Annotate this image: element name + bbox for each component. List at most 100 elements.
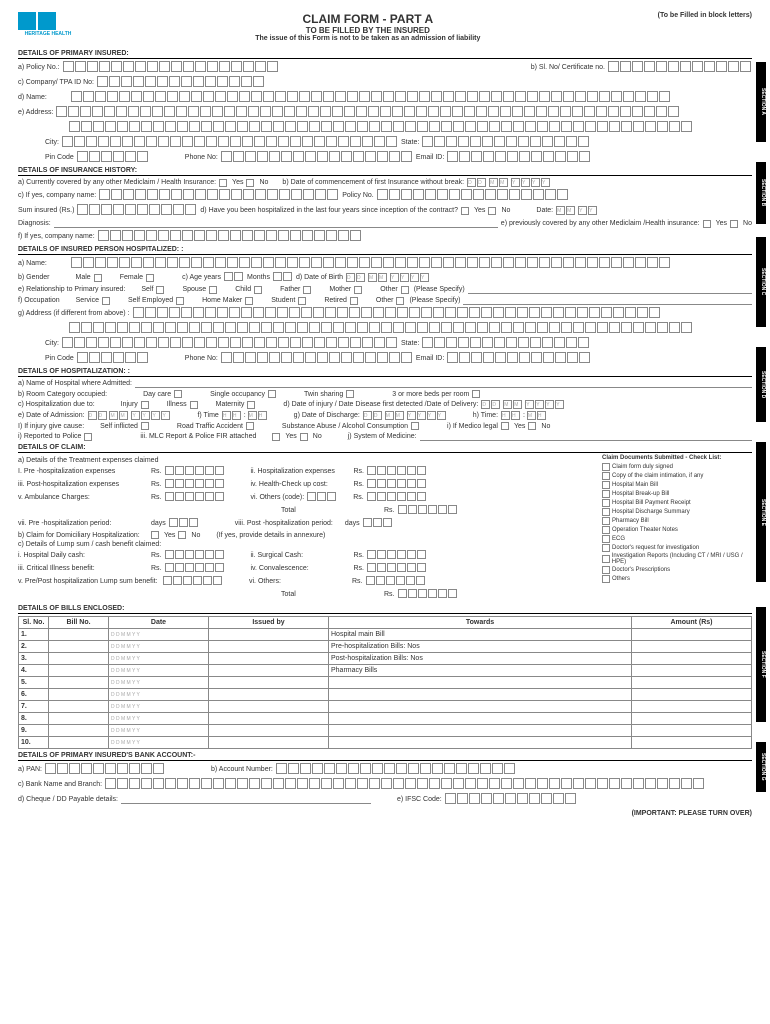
table-row: 1.D D M M Y YHospital main Bill [19,629,752,641]
turn-over-note: (IMPORTANT: PLEASE TURN OVER) [18,810,752,817]
company-boxes[interactable] [97,76,265,89]
insured-name-boxes[interactable] [71,257,671,270]
section-d-header: DETAILS OF HOSPITALIZATION: : [18,368,752,377]
no-checkbox[interactable] [246,179,254,187]
treatment-expenses-label: a) Details of the Treatment expenses cla… [18,457,158,464]
table-row: 3.D D M M Y YPost-hospitalization Bills:… [19,653,752,665]
section-e-tab: SECTION E [756,442,766,582]
address-boxes-2[interactable] [69,121,693,134]
cert-label: b) Sl. No/ Certificate no. [531,64,605,71]
checklist-checkbox[interactable] [602,566,610,574]
checklist-checkbox[interactable] [602,463,610,471]
gender-label: b) Gender [18,274,50,281]
bills-table: Sl. No.Bill No.DateIssued byTowardsAmoun… [18,616,752,749]
relationship-label: e) Relationship to Primary insured: [18,286,125,293]
section-c-tab: SECTION C [756,237,766,327]
policy2-boxes[interactable] [377,189,569,202]
checklist-header: Claim Documents Submitted - Check List: [602,455,752,461]
section-d-tab: SECTION D [756,347,766,422]
prev-covered-label: e) previously covered by any other Medic… [501,220,700,227]
phone-label: Phone No: [185,154,218,161]
policy-boxes[interactable] [63,61,279,74]
date2-boxes[interactable]: MM YY [556,206,598,215]
form-note: The issue of this Form is not to be take… [78,35,658,42]
prev-company-label: f) If yes, company name: [18,233,95,240]
checklist-checkbox[interactable] [602,555,610,563]
room-category-label: b) Room Category occupied: [18,391,107,398]
section-b-header: DETAILS OF INSURANCE HISTORY: [18,167,752,176]
phone-boxes[interactable] [221,151,413,164]
occupation-label: f) Occupation [18,297,60,304]
pin-boxes[interactable] [77,151,149,164]
email-label: Email ID: [416,154,444,161]
other-insurance-label: a) Currently covered by any other Medicl… [18,179,216,186]
hospitalized-label: d) Have you been hospitalized in the las… [200,207,458,214]
cname-boxes[interactable] [99,189,339,202]
table-row: 8.D D M M Y Y [19,713,752,725]
form-header: HERITAGE HEALTH CLAIM FORM - PART A TO B… [18,12,752,44]
cheque-label: d) Cheque / DD Payable details: [18,796,118,803]
table-row: 10.D D M M Y Y [19,737,752,749]
bank-label: c) Bank Name and Branch: [18,781,102,788]
name-boxes[interactable] [71,91,671,104]
form-title: CLAIM FORM - PART A [78,12,658,26]
checklist-checkbox[interactable] [602,526,610,534]
section-g-header: DETAILS OF PRIMARY INSURED'S BANK ACCOUN… [18,752,752,761]
city-boxes[interactable] [62,136,398,149]
cname2-boxes[interactable] [98,230,362,243]
diagnosis-label: Diagnosis: [18,220,51,227]
dob-label: d) Date of Birth [296,274,343,281]
checklist-checkbox[interactable] [602,472,610,480]
claim-form-page: HERITAGE HEALTH CLAIM FORM - PART A TO B… [0,0,770,829]
company-logo: HERITAGE HEALTH [18,12,78,44]
section-f-tab: SECTION F [756,607,766,722]
block-letters-note: (To be Filled in block letters) [658,12,752,19]
checklist-checkbox[interactable] [602,508,610,516]
section-c-header: DETAILS OF INSURED PERSON HOSPITALIZED: … [18,246,752,255]
checklist-checkbox[interactable] [602,499,610,507]
address-boxes-1[interactable] [56,106,680,119]
address-label: e) Address: [18,109,53,116]
checklist-checkbox[interactable] [602,517,610,525]
cert-boxes[interactable] [608,61,752,74]
injury-cause-label: I) If injury give cause: [18,423,84,430]
insured-name-label: a) Name: [18,260,47,267]
section-a-header: DETAILS OF PRIMARY INSURED: [18,50,752,59]
table-row: 6.D D M M Y Y [19,689,752,701]
form-subtitle: TO BE FILLED BY THE INSURED [78,26,658,35]
checklist-checkbox[interactable] [602,535,610,543]
section-b-tab: SECTION B [756,162,766,224]
name-label: d) Name: [18,94,47,101]
checklist: Claim Documents Submitted - Check List: … [602,455,752,602]
table-row: 9.D D M M Y Y [19,725,752,737]
section-e-header: DETAILS OF CLAIM: [18,444,752,453]
sum-insured-label: Sum insured (Rs.) [18,207,74,214]
email-boxes[interactable] [447,151,591,164]
insured-address-label: g) Address (if different from above) : [18,310,130,317]
main-content: HERITAGE HEALTH CLAIM FORM - PART A TO B… [18,12,752,817]
yes-checkbox[interactable] [219,179,227,187]
table-row: 5.D D M M Y Y [19,677,752,689]
company-label: c) Company/ TPA ID No: [18,79,94,86]
city-label: City: [45,139,59,146]
hosp-due-label: c) Hospitalization due to: [18,401,95,408]
checklist-checkbox[interactable] [602,481,610,489]
logo-text: HERITAGE HEALTH [18,31,78,37]
table-row: 7.D D M M Y Y [19,701,752,713]
state-boxes[interactable] [422,136,590,149]
sum-boxes[interactable] [77,204,197,217]
pin-label: Pin Code [45,154,74,161]
section-f-header: DETAILS OF BILLS ENCLOSED: [18,605,752,614]
section-g-tab: SECTION G [756,742,766,792]
checklist-checkbox[interactable] [602,575,610,583]
checklist-checkbox[interactable] [602,544,610,552]
date-boxes[interactable]: DD MM YYYY [467,178,551,187]
pan-label: a) PAN: [18,766,42,773]
admission-date-label: e) Date of Admission: [18,412,85,419]
section-a-tab: SECTION A [756,62,766,142]
checklist-checkbox[interactable] [602,490,610,498]
policy-label: a) Policy No.: [18,64,60,71]
state-label: State: [401,139,419,146]
company-name-label: c) If yes, company name: [18,192,96,199]
diagnosis-input[interactable] [54,219,498,228]
